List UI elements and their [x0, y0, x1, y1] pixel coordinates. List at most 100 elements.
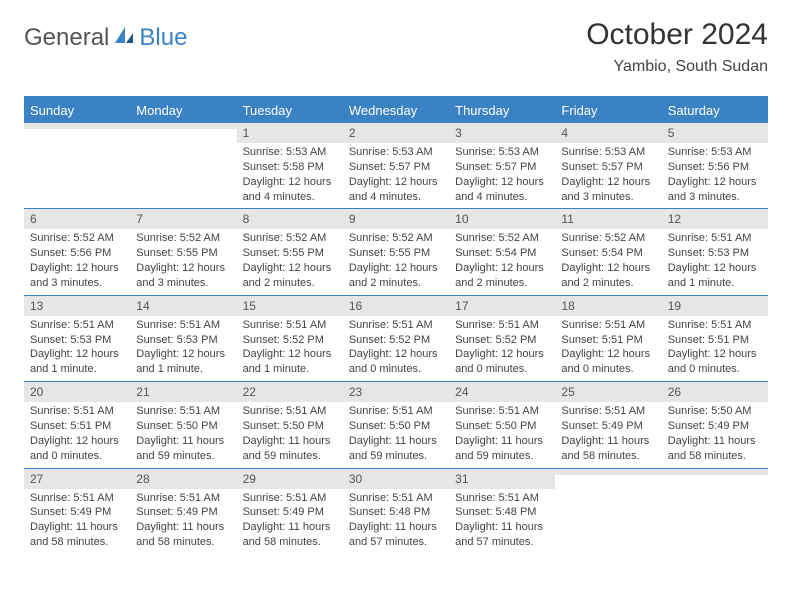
- day-number: 10: [449, 209, 555, 229]
- sunset-text: Sunset: 5:53 PM: [30, 333, 124, 348]
- weekday-wednesday: Wednesday: [343, 98, 449, 123]
- daylight-text: Daylight: 11 hours and 58 minutes.: [136, 520, 230, 550]
- sunrise-text: Sunrise: 5:51 AM: [136, 404, 230, 419]
- sunrise-text: Sunrise: 5:51 AM: [30, 491, 124, 506]
- sunset-text: Sunset: 5:49 PM: [243, 505, 337, 520]
- daylight-text: Daylight: 11 hours and 57 minutes.: [455, 520, 549, 550]
- day-body: Sunrise: 5:53 AMSunset: 5:57 PMDaylight:…: [555, 143, 661, 208]
- day-body: Sunrise: 5:51 AMSunset: 5:51 PMDaylight:…: [24, 402, 130, 467]
- day-number: 7: [130, 209, 236, 229]
- calendar-day: 25Sunrise: 5:51 AMSunset: 5:49 PMDayligh…: [555, 382, 661, 467]
- logo-sail-icon: [113, 25, 135, 52]
- daylight-text: Daylight: 12 hours and 0 minutes.: [30, 434, 124, 464]
- sunrise-text: Sunrise: 5:51 AM: [668, 318, 762, 333]
- logo-text-blue: Blue: [139, 24, 187, 52]
- daylight-text: Daylight: 12 hours and 2 minutes.: [349, 261, 443, 291]
- day-body: Sunrise: 5:51 AMSunset: 5:50 PMDaylight:…: [343, 402, 449, 467]
- sunset-text: Sunset: 5:55 PM: [243, 246, 337, 261]
- day-body: Sunrise: 5:52 AMSunset: 5:55 PMDaylight:…: [130, 229, 236, 294]
- month-title: October 2024: [586, 18, 768, 52]
- day-number: 23: [343, 382, 449, 402]
- day-body: Sunrise: 5:51 AMSunset: 5:50 PMDaylight:…: [130, 402, 236, 467]
- day-number: [555, 469, 661, 475]
- calendar-day: 29Sunrise: 5:51 AMSunset: 5:49 PMDayligh…: [237, 469, 343, 554]
- sunset-text: Sunset: 5:50 PM: [349, 419, 443, 434]
- day-body: Sunrise: 5:51 AMSunset: 5:53 PMDaylight:…: [24, 316, 130, 381]
- day-body: Sunrise: 5:51 AMSunset: 5:49 PMDaylight:…: [130, 489, 236, 554]
- sunset-text: Sunset: 5:51 PM: [561, 333, 655, 348]
- daylight-text: Daylight: 11 hours and 58 minutes.: [561, 434, 655, 464]
- day-number: 29: [237, 469, 343, 489]
- day-body: Sunrise: 5:52 AMSunset: 5:54 PMDaylight:…: [449, 229, 555, 294]
- sunset-text: Sunset: 5:52 PM: [455, 333, 549, 348]
- day-body: Sunrise: 5:51 AMSunset: 5:53 PMDaylight:…: [130, 316, 236, 381]
- calendar-day: 23Sunrise: 5:51 AMSunset: 5:50 PMDayligh…: [343, 382, 449, 467]
- sunrise-text: Sunrise: 5:51 AM: [561, 318, 655, 333]
- day-number: 28: [130, 469, 236, 489]
- weekday-saturday: Saturday: [662, 98, 768, 123]
- day-number: 26: [662, 382, 768, 402]
- calendar-day: [662, 469, 768, 554]
- sunrise-text: Sunrise: 5:51 AM: [349, 318, 443, 333]
- sunset-text: Sunset: 5:56 PM: [668, 160, 762, 175]
- day-number: 2: [343, 123, 449, 143]
- day-number: 5: [662, 123, 768, 143]
- sunset-text: Sunset: 5:50 PM: [455, 419, 549, 434]
- calendar-day: 2Sunrise: 5:53 AMSunset: 5:57 PMDaylight…: [343, 123, 449, 208]
- day-number: 17: [449, 296, 555, 316]
- day-body: Sunrise: 5:51 AMSunset: 5:52 PMDaylight:…: [343, 316, 449, 381]
- calendar-day: 13Sunrise: 5:51 AMSunset: 5:53 PMDayligh…: [24, 296, 130, 381]
- sunset-text: Sunset: 5:51 PM: [668, 333, 762, 348]
- sunrise-text: Sunrise: 5:51 AM: [243, 404, 337, 419]
- daylight-text: Daylight: 12 hours and 3 minutes.: [561, 175, 655, 205]
- daylight-text: Daylight: 12 hours and 3 minutes.: [668, 175, 762, 205]
- logo-text-general: General: [24, 24, 109, 52]
- day-body: Sunrise: 5:51 AMSunset: 5:50 PMDaylight:…: [237, 402, 343, 467]
- daylight-text: Daylight: 12 hours and 1 minute.: [136, 347, 230, 377]
- day-number: 12: [662, 209, 768, 229]
- day-number: 6: [24, 209, 130, 229]
- calendar-day: 8Sunrise: 5:52 AMSunset: 5:55 PMDaylight…: [237, 209, 343, 294]
- sunrise-text: Sunrise: 5:51 AM: [455, 318, 549, 333]
- sunrise-text: Sunrise: 5:51 AM: [455, 491, 549, 506]
- calendar-day: 28Sunrise: 5:51 AMSunset: 5:49 PMDayligh…: [130, 469, 236, 554]
- daylight-text: Daylight: 12 hours and 0 minutes.: [668, 347, 762, 377]
- sunrise-text: Sunrise: 5:52 AM: [243, 231, 337, 246]
- sunrise-text: Sunrise: 5:51 AM: [30, 404, 124, 419]
- weekday-friday: Friday: [555, 98, 661, 123]
- location: Yambio, South Sudan: [586, 58, 768, 76]
- day-body: Sunrise: 5:51 AMSunset: 5:49 PMDaylight:…: [555, 402, 661, 467]
- day-number: 30: [343, 469, 449, 489]
- day-body: Sunrise: 5:52 AMSunset: 5:55 PMDaylight:…: [343, 229, 449, 294]
- sunrise-text: Sunrise: 5:51 AM: [30, 318, 124, 333]
- calendar-day: 21Sunrise: 5:51 AMSunset: 5:50 PMDayligh…: [130, 382, 236, 467]
- daylight-text: Daylight: 12 hours and 2 minutes.: [561, 261, 655, 291]
- calendar-day: 3Sunrise: 5:53 AMSunset: 5:57 PMDaylight…: [449, 123, 555, 208]
- sunrise-text: Sunrise: 5:52 AM: [455, 231, 549, 246]
- daylight-text: Daylight: 12 hours and 0 minutes.: [349, 347, 443, 377]
- daylight-text: Daylight: 12 hours and 3 minutes.: [30, 261, 124, 291]
- day-number: 14: [130, 296, 236, 316]
- daylight-text: Daylight: 12 hours and 4 minutes.: [455, 175, 549, 205]
- day-number: 31: [449, 469, 555, 489]
- daylight-text: Daylight: 12 hours and 1 minute.: [243, 347, 337, 377]
- sunset-text: Sunset: 5:50 PM: [243, 419, 337, 434]
- calendar-day: 19Sunrise: 5:51 AMSunset: 5:51 PMDayligh…: [662, 296, 768, 381]
- sunrise-text: Sunrise: 5:53 AM: [668, 145, 762, 160]
- day-number: 9: [343, 209, 449, 229]
- sunrise-text: Sunrise: 5:51 AM: [349, 404, 443, 419]
- sunset-text: Sunset: 5:53 PM: [136, 333, 230, 348]
- daylight-text: Daylight: 11 hours and 59 minutes.: [136, 434, 230, 464]
- day-body: Sunrise: 5:53 AMSunset: 5:57 PMDaylight:…: [343, 143, 449, 208]
- day-number: 20: [24, 382, 130, 402]
- daylight-text: Daylight: 12 hours and 1 minute.: [668, 261, 762, 291]
- day-number: 8: [237, 209, 343, 229]
- weekday-thursday: Thursday: [449, 98, 555, 123]
- calendar-day: 5 Sunrise: 5:53 AMSunset: 5:56 PMDaylight…: [662, 123, 768, 208]
- calendar-day: 14Sunrise: 5:51 AMSunset: 5:53 PMDayligh…: [130, 296, 236, 381]
- daylight-text: Daylight: 11 hours and 58 minutes.: [668, 434, 762, 464]
- daylight-text: Daylight: 12 hours and 0 minutes.: [561, 347, 655, 377]
- sunrise-text: Sunrise: 5:51 AM: [455, 404, 549, 419]
- calendar-day: [130, 123, 236, 208]
- weekday-row: Sunday Monday Tuesday Wednesday Thursday…: [24, 98, 768, 123]
